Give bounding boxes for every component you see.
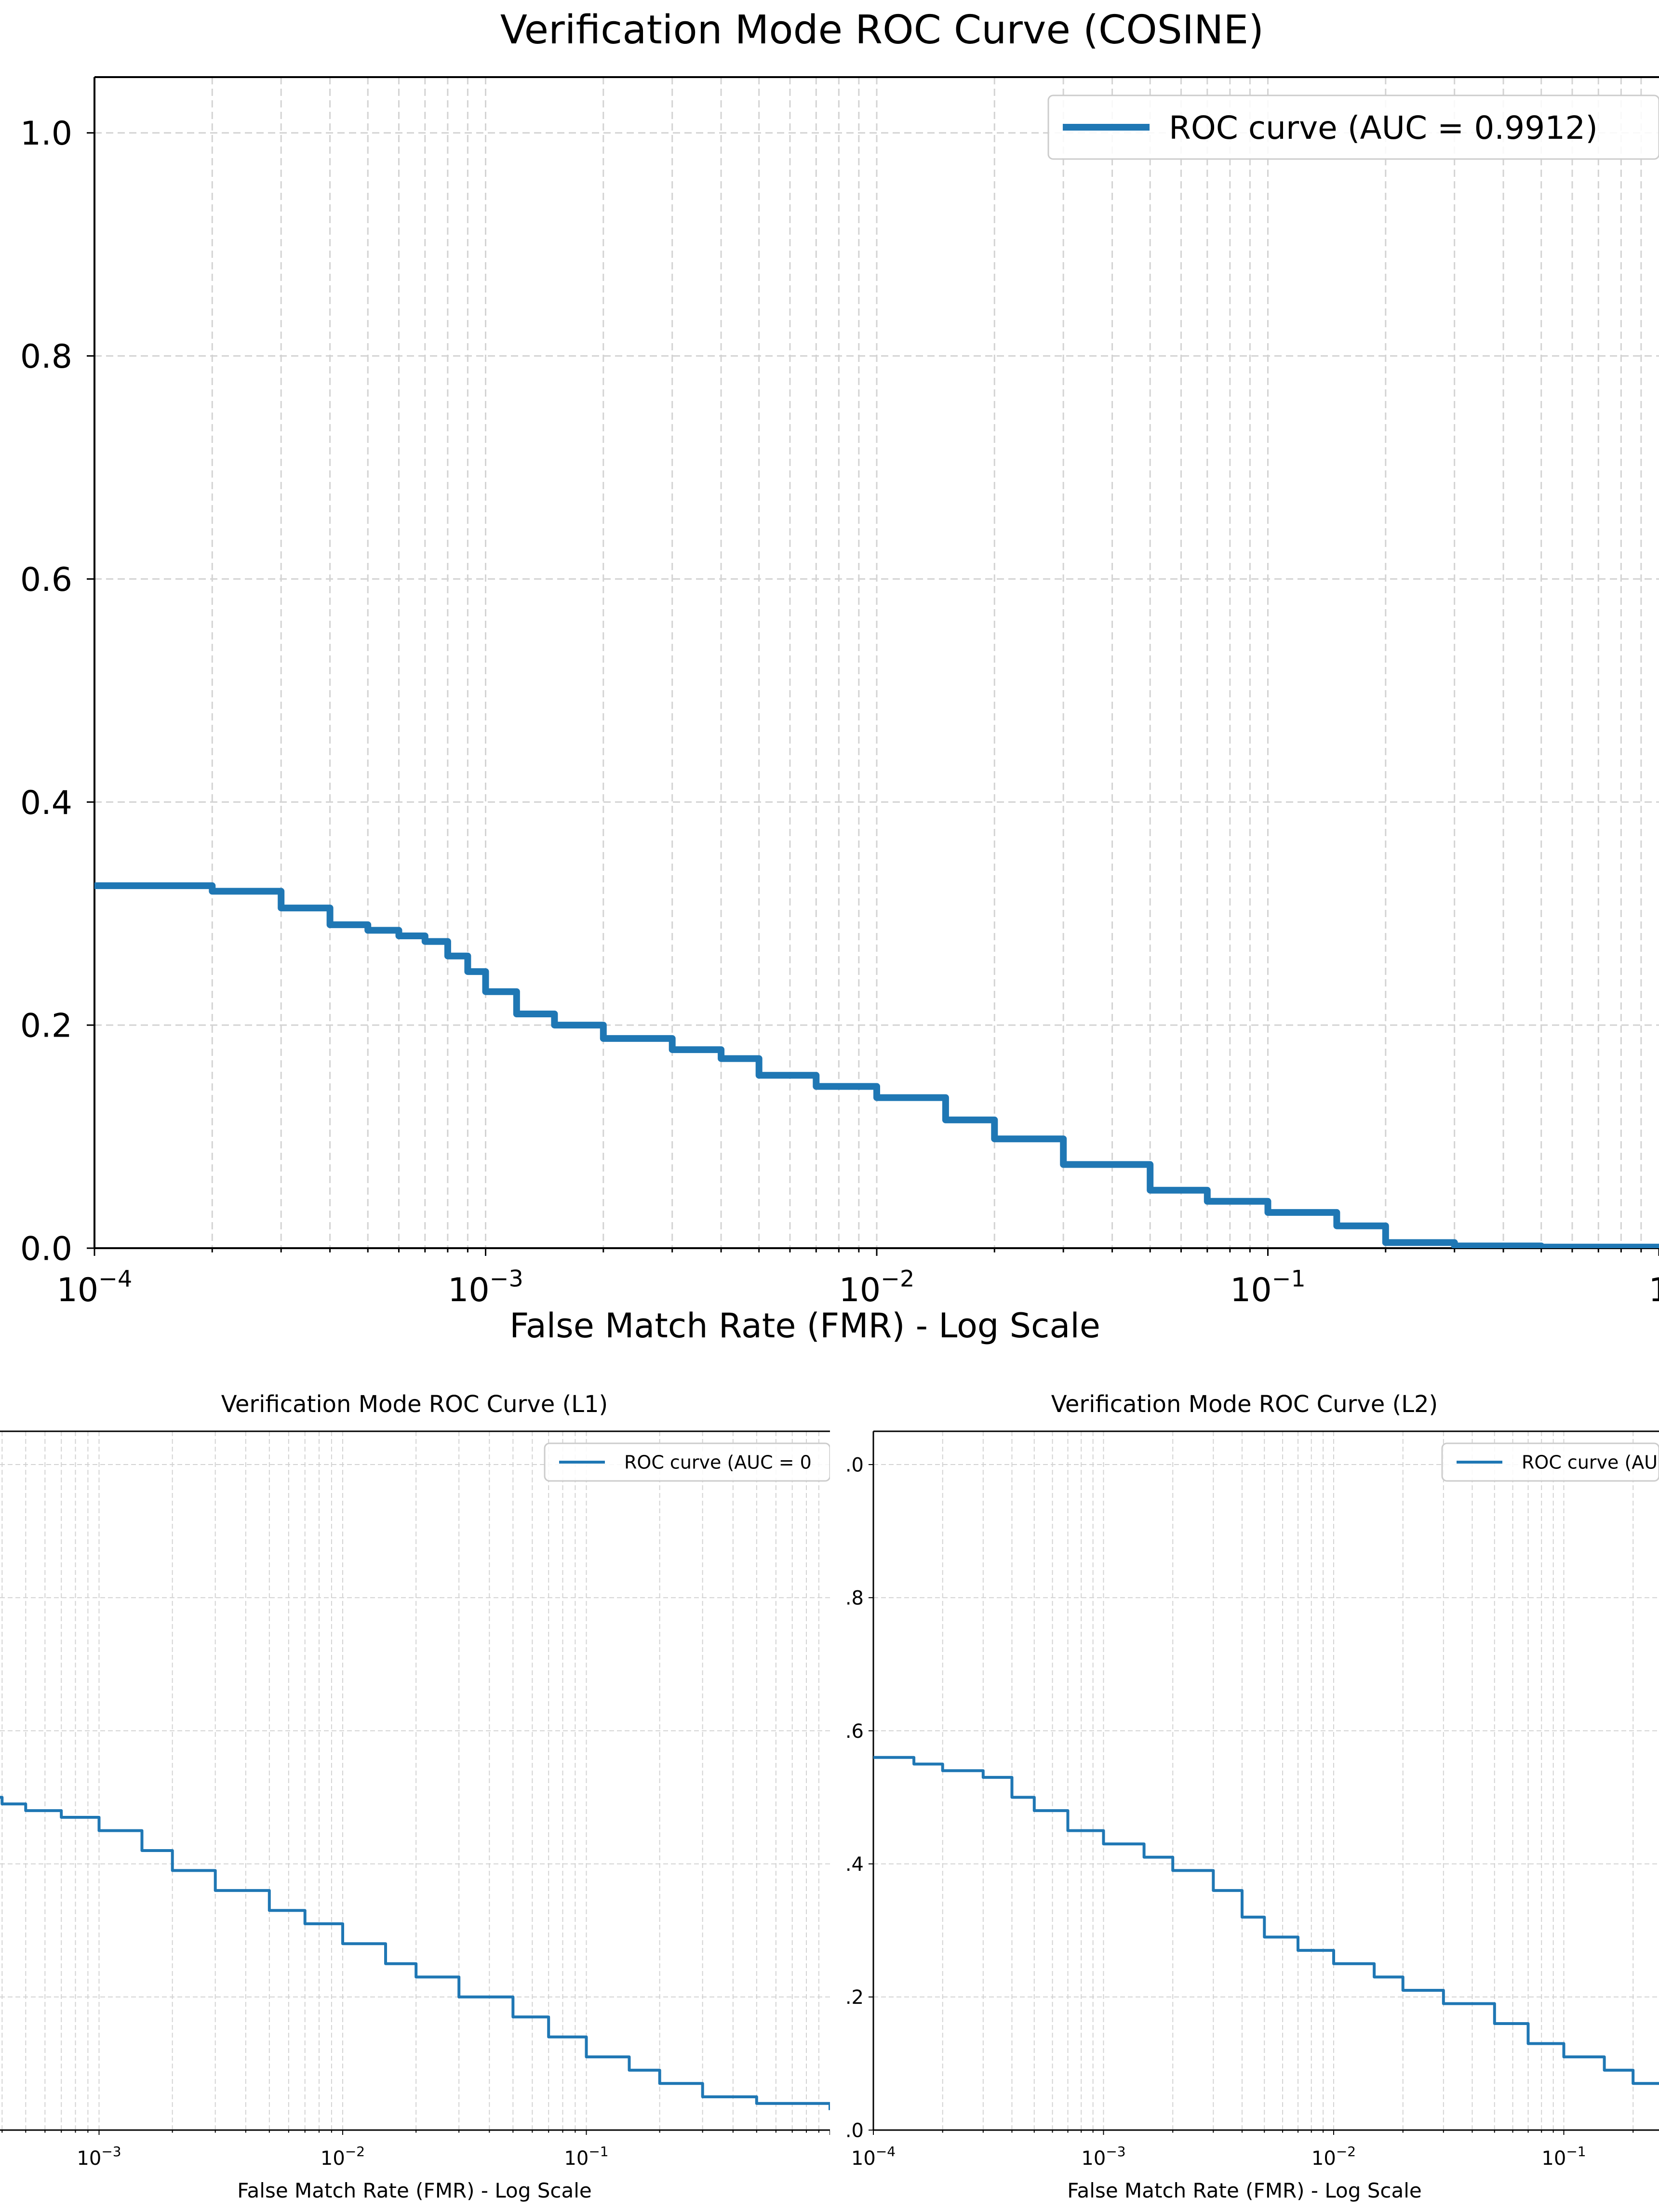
chart-l1: Verification Mode ROC Curve (L1) 10−3 10−2… xyxy=(0,1388,830,2212)
y-tick-label: 0.8 xyxy=(20,338,72,376)
chart-l2: Verification Mode ROC Curve (L2) 10−4 10−3… xyxy=(830,1388,1659,2212)
y-tick-label: 0.0 xyxy=(20,1230,72,1268)
y-tick-label: .2 xyxy=(845,1986,864,2009)
y-tick-label: .0 xyxy=(845,1454,864,1476)
legend-box xyxy=(1047,94,1659,160)
x-tick-label: 10−2 xyxy=(839,1266,915,1309)
chart-title: Verification Mode ROC Curve (L2) xyxy=(1051,1391,1438,1418)
chart-title: Verification Mode ROC Curve (L1) xyxy=(221,1391,608,1418)
y-tick-label: 0.4 xyxy=(20,784,72,822)
x-tick-label: 10−2 xyxy=(321,2144,365,2170)
legend: ROC curve (AU xyxy=(1441,1442,1659,1482)
x-tick-label: 10−3 xyxy=(77,2144,121,2170)
x-tick-label: 10−4 xyxy=(851,2144,896,2170)
grid xyxy=(873,1431,1659,2130)
x-axis-label: False Match Rate (FMR) - Log Scale xyxy=(237,2179,592,2202)
y-tick-label: .6 xyxy=(845,1720,864,1743)
y-tick-label: .8 xyxy=(845,1587,864,1610)
chart-cosine: Verification Mode ROC Curve (COSINE) 10−4… xyxy=(20,7,1659,1346)
y-tick-label: 0.6 xyxy=(20,561,72,599)
legend-box xyxy=(1441,1442,1659,1482)
y-tick-label: .4 xyxy=(845,1853,864,1876)
legend: ROC curve (AUC = 0 xyxy=(544,1442,830,1482)
y-tick-label: 0.2 xyxy=(20,1007,72,1045)
legend: ROC curve (AUC = 0.9912) xyxy=(1047,94,1659,160)
roc-series-line xyxy=(873,1756,1659,2085)
legend-label: ROC curve (AUC = 0 xyxy=(624,1452,812,1473)
roc-series-line xyxy=(94,882,1659,1248)
x-tick-label: 1 xyxy=(1648,1271,1659,1309)
roc-series-line xyxy=(0,1796,830,2110)
chart-l1-svg: Verification Mode ROC Curve (L1) 10−3 10−2… xyxy=(0,1391,830,2202)
y-tick-label: .0 xyxy=(845,2119,864,2142)
x-axis-label: False Match Rate (FMR) - Log Scale xyxy=(509,1306,1100,1346)
chart-title: Verification Mode ROC Curve (COSINE) xyxy=(500,7,1264,53)
x-tick-label: 10−4 xyxy=(57,1266,133,1309)
x-tick-label: 10−3 xyxy=(1081,2144,1125,2170)
x-tick-label: 10−2 xyxy=(1311,2144,1356,2170)
legend-label: ROC curve (AUC = 0.9912) xyxy=(1169,109,1598,147)
legend-box xyxy=(544,1442,830,1482)
x-tick-label: 10−1 xyxy=(1541,2144,1586,2170)
grid xyxy=(0,1431,830,2130)
x-tick-label: 10−1 xyxy=(1230,1266,1306,1309)
x-tick-label: 10−1 xyxy=(564,2144,608,2170)
chart-cosine-svg: Verification Mode ROC Curve (COSINE) 10−4… xyxy=(20,7,1659,1346)
chart-l2-svg: Verification Mode ROC Curve (L2) 10−4 10−3… xyxy=(845,1391,1659,2202)
y-tick-label: 1.0 xyxy=(20,115,72,153)
grid xyxy=(94,77,1659,1248)
x-axis-label: False Match Rate (FMR) - Log Scale xyxy=(1067,2179,1422,2202)
x-tick-label: 10−3 xyxy=(448,1266,523,1309)
legend-label: ROC curve (AU xyxy=(1522,1452,1658,1473)
